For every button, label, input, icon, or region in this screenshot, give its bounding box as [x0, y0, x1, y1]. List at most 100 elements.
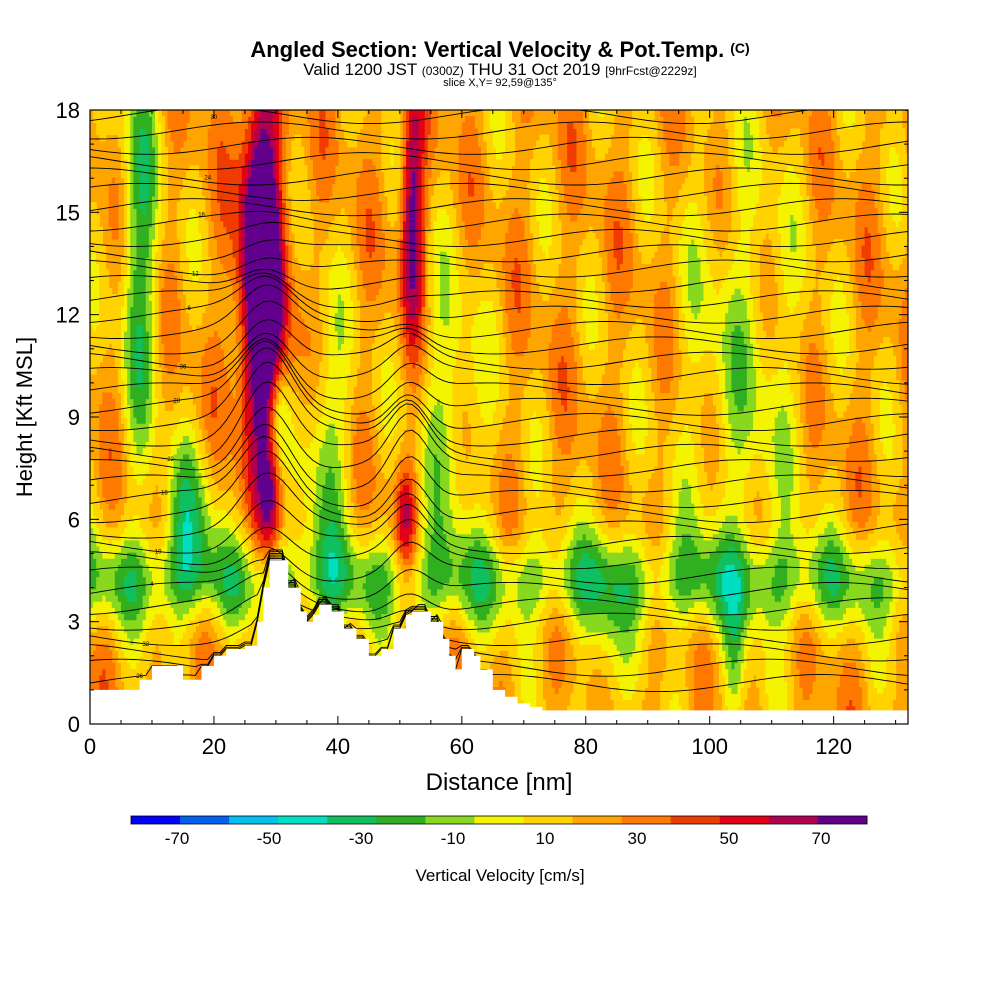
theta-contour	[90, 275, 908, 324]
theta-contour-label: 16	[161, 490, 168, 496]
valid-time-line: Valid 1200 JST (0300Z) THU 31 Oct 2019 […	[0, 61, 1000, 80]
slice-info: slice X,Y= 92,59@135°	[0, 77, 1000, 89]
title-units-tag: (C)	[730, 40, 749, 56]
theta-contour	[90, 110, 908, 125]
colorbar-tick-label: -30	[349, 829, 374, 848]
colorbar-swatch	[621, 816, 672, 824]
theta-contour	[90, 519, 908, 570]
x-tick-label: 20	[202, 734, 226, 759]
theta-contour	[90, 338, 908, 401]
theta-contour-label: 32	[142, 642, 149, 648]
theta-contour	[90, 152, 908, 171]
theta-contour-label: 28	[173, 398, 180, 404]
theta-contour	[90, 76, 908, 93]
theta-contour	[90, 121, 908, 140]
theta-contour	[90, 319, 908, 370]
theta-contour	[90, 182, 908, 201]
chart-title-text: Angled Section: Vertical Velocity & Pot.…	[250, 37, 724, 62]
y-tick-label: 12	[56, 303, 80, 328]
x-tick-label: 60	[450, 734, 474, 759]
vertical-velocity-field	[90, 110, 908, 724]
y-tick-label: 3	[68, 610, 80, 635]
x-axis-label: Distance [nm]	[426, 769, 573, 796]
colorbar-tick-label: -70	[165, 829, 190, 848]
y-tick-label: 6	[68, 507, 80, 532]
theta-contour	[90, 284, 908, 339]
theta-contour	[90, 406, 908, 478]
theta-contour	[90, 300, 908, 355]
y-tick-label: 15	[56, 200, 80, 225]
x-tick-label: 100	[691, 734, 728, 759]
colorbar-swatch	[719, 816, 770, 824]
theta-contour	[90, 541, 908, 585]
colorbar-swatch	[131, 816, 181, 824]
y-axis-label: Height [Kft MSL]	[12, 337, 37, 497]
colorbar-swatch	[768, 816, 819, 824]
y-tick-label: 9	[68, 405, 80, 430]
y-tick-label: 18	[56, 98, 80, 123]
theta-contour-label: 4	[150, 582, 154, 588]
theta-contour	[90, 272, 908, 309]
x-tick-label: 80	[574, 734, 598, 759]
colorbar-tick-label: -10	[441, 829, 466, 848]
theta-contour	[90, 136, 908, 155]
colorbar-tick-label: 30	[628, 829, 647, 848]
colorbar-tick-label: 10	[536, 829, 555, 848]
colorbar-swatch	[327, 816, 377, 824]
y-tick-label: 0	[68, 712, 80, 737]
x-tick-label: 0	[84, 734, 96, 759]
theta-contour-label: 36	[180, 365, 187, 371]
theta-contour	[90, 167, 908, 186]
theta-contour	[90, 435, 908, 508]
theta-contour-label: 22	[167, 457, 174, 463]
theta-contour	[90, 549, 908, 600]
valid-date: THU 31 Oct 2019	[468, 60, 600, 79]
theta-contour	[90, 450, 908, 524]
terrain-mask	[90, 560, 908, 724]
theta-contour	[90, 361, 908, 447]
theta-contour-label: 12	[192, 271, 199, 277]
theta-contour	[90, 257, 908, 278]
theta-contour	[90, 332, 908, 386]
colorbar-swatch	[376, 816, 426, 824]
theta-contour	[90, 198, 908, 217]
theta-contour	[90, 340, 908, 416]
theta-contour	[90, 423, 908, 493]
theta-contour-label: 10	[155, 550, 162, 556]
theta-contour	[90, 222, 908, 247]
theta-contour	[90, 381, 908, 462]
theta-contour	[90, 554, 908, 646]
theta-contour	[90, 239, 908, 263]
theta-contour-label: 30	[211, 115, 218, 121]
colorbar-swatch	[572, 816, 623, 824]
theta-contour	[90, 556, 908, 662]
theta-contour	[90, 551, 908, 616]
colorbar-swatch	[474, 816, 525, 824]
colorbar-swatch	[425, 816, 475, 824]
theta-contour	[90, 347, 908, 432]
chart-title: Angled Section: Vertical Velocity & Pot.…	[0, 37, 1000, 63]
colorbar: -70 -50 -30 -10 10 30 50 70 Vertical Velocity [c…	[130, 815, 868, 885]
theta-contour	[90, 552, 908, 631]
theta-contour	[90, 268, 908, 293]
valid-utc: (0300Z)	[422, 64, 464, 78]
colorbar-swatch	[229, 816, 279, 824]
theta-contour-label: 26	[136, 674, 143, 680]
colorbar-tick-label: 70	[812, 829, 831, 848]
theta-contour	[90, 91, 908, 108]
theta-contour	[90, 499, 908, 554]
colorbar-swatch	[817, 816, 868, 824]
theta-contour	[90, 472, 908, 539]
colorbar-label: Vertical Velocity [cm/s]	[415, 866, 584, 885]
forecast-info: [9hrFcst@2229z]	[605, 64, 697, 78]
colorbar-tick-label: 50	[720, 829, 739, 848]
theta-contour-label: 6	[187, 306, 191, 312]
colorbar-swatch	[670, 816, 721, 824]
x-tick-label: 40	[326, 734, 350, 759]
theta-contour-label: 24	[204, 176, 211, 182]
theta-contour	[90, 210, 908, 232]
theta-contour-label: 18	[198, 212, 205, 218]
colorbar-tick-label: -50	[257, 829, 282, 848]
